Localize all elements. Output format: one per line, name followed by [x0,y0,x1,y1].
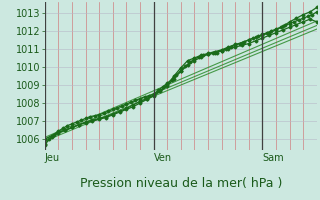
Text: Jeu: Jeu [45,153,60,163]
Text: Ven: Ven [154,153,172,163]
Text: Pression niveau de la mer( hPa ): Pression niveau de la mer( hPa ) [80,177,282,190]
Text: Sam: Sam [262,153,284,163]
